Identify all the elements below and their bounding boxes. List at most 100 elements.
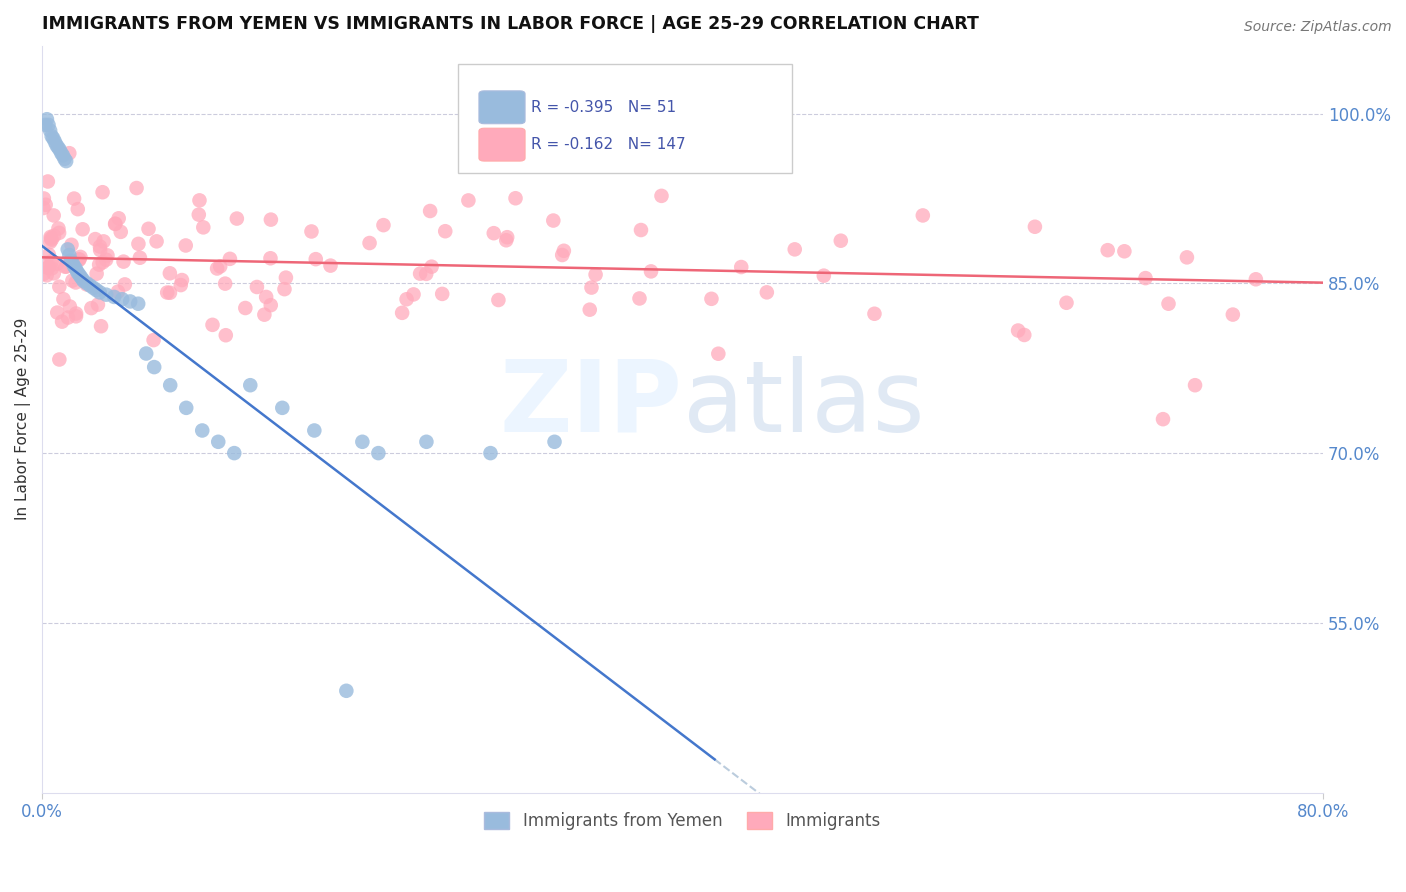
Immigrants from Yemen: [143, 360, 166, 375]
Immigrants from Yemen: [352, 434, 374, 449]
Immigrants: [260, 212, 283, 227]
Immigrants: [373, 218, 395, 232]
Immigrants from Yemen: [73, 274, 96, 288]
Immigrants: [391, 306, 413, 320]
Immigrants: [585, 268, 607, 282]
Immigrants: [125, 181, 148, 195]
Immigrants: [42, 209, 65, 223]
Immigrants: [59, 300, 82, 314]
Immigrants: [34, 256, 56, 270]
Immigrants: [214, 277, 236, 291]
Immigrants: [1007, 324, 1029, 338]
Immigrants: [233, 301, 256, 315]
Immigrants: [127, 236, 149, 251]
Immigrants from Yemen: [367, 446, 389, 460]
Immigrants: [80, 301, 103, 315]
Immigrants: [53, 260, 76, 274]
Legend: Immigrants from Yemen, Immigrants: Immigrants from Yemen, Immigrants: [478, 805, 887, 837]
Immigrants: [783, 243, 806, 257]
Immigrants: [253, 308, 276, 322]
Immigrants: [457, 194, 479, 208]
Immigrants: [187, 208, 209, 222]
Immigrants: [700, 292, 723, 306]
Immigrants from Yemen: [89, 285, 111, 300]
Immigrants from Yemen: [415, 434, 437, 449]
Immigrants: [93, 235, 115, 249]
Text: R = -0.162   N= 147: R = -0.162 N= 147: [531, 137, 686, 153]
Immigrants from Yemen: [34, 118, 56, 132]
FancyBboxPatch shape: [458, 64, 792, 173]
Immigrants: [1114, 244, 1136, 259]
Immigrants: [628, 292, 651, 306]
Text: ZIP: ZIP: [499, 356, 683, 453]
Immigrants from Yemen: [224, 446, 246, 460]
Immigrants: [254, 290, 277, 304]
Immigrants: [730, 260, 752, 274]
Immigrants: [273, 282, 295, 296]
Immigrants: [66, 202, 89, 216]
Immigrants: [1222, 308, 1244, 322]
Immigrants: [60, 237, 83, 252]
Immigrants: [35, 268, 58, 283]
Immigrants: [301, 224, 323, 238]
Immigrants: [138, 221, 160, 235]
Immigrants: [415, 267, 437, 281]
Immigrants: [67, 252, 90, 267]
Immigrants: [41, 261, 63, 276]
Immigrants: [76, 277, 98, 292]
Immigrants: [94, 252, 117, 267]
Immigrants: [1014, 328, 1036, 343]
Immigrants: [145, 235, 167, 249]
Immigrants: [170, 273, 193, 287]
Immigrants: [553, 244, 575, 258]
Immigrants: [1097, 243, 1119, 257]
Y-axis label: In Labor Force | Age 25-29: In Labor Force | Age 25-29: [15, 318, 31, 520]
Immigrants: [48, 221, 70, 235]
Immigrants: [755, 285, 778, 300]
Immigrants: [58, 146, 80, 161]
Immigrants: [650, 189, 672, 203]
Immigrants: [107, 285, 129, 299]
Immigrants: [409, 267, 432, 281]
Immigrants: [482, 226, 505, 240]
Immigrants: [274, 270, 297, 285]
Immigrants: [48, 279, 70, 293]
Immigrants from Yemen: [79, 278, 101, 293]
Immigrants: [420, 260, 443, 274]
Immigrants: [110, 225, 132, 239]
FancyBboxPatch shape: [479, 91, 524, 124]
Immigrants: [505, 191, 527, 205]
Immigrants: [89, 243, 111, 257]
Immigrants from Yemen: [65, 261, 87, 276]
Immigrants: [1175, 251, 1198, 265]
Immigrants from Yemen: [66, 265, 89, 279]
Text: R = -0.395   N= 51: R = -0.395 N= 51: [531, 100, 676, 115]
Immigrants from Yemen: [103, 290, 125, 304]
Immigrants from Yemen: [127, 296, 149, 310]
Immigrants: [52, 292, 75, 306]
Immigrants from Yemen: [96, 287, 118, 301]
Immigrants: [32, 267, 55, 281]
Immigrants from Yemen: [42, 131, 65, 145]
Immigrants from Yemen: [86, 283, 108, 297]
Immigrants from Yemen: [35, 112, 58, 127]
Immigrants: [578, 302, 600, 317]
Immigrants: [159, 266, 181, 280]
Immigrants: [112, 254, 135, 268]
Immigrants: [193, 220, 215, 235]
Immigrants: [72, 222, 94, 236]
Immigrants from Yemen: [239, 378, 262, 392]
Immigrants: [911, 209, 934, 223]
Immigrants: [1244, 272, 1267, 286]
Immigrants: [1157, 296, 1180, 310]
Immigrants from Yemen: [55, 154, 77, 169]
Immigrants from Yemen: [271, 401, 294, 415]
Immigrants: [319, 259, 342, 273]
Immigrants: [37, 260, 59, 275]
Immigrants: [129, 251, 152, 265]
Immigrants: [813, 268, 835, 283]
Immigrants from Yemen: [111, 292, 134, 306]
Immigrants: [246, 280, 269, 294]
Immigrants: [69, 250, 91, 264]
Immigrants: [46, 257, 69, 271]
